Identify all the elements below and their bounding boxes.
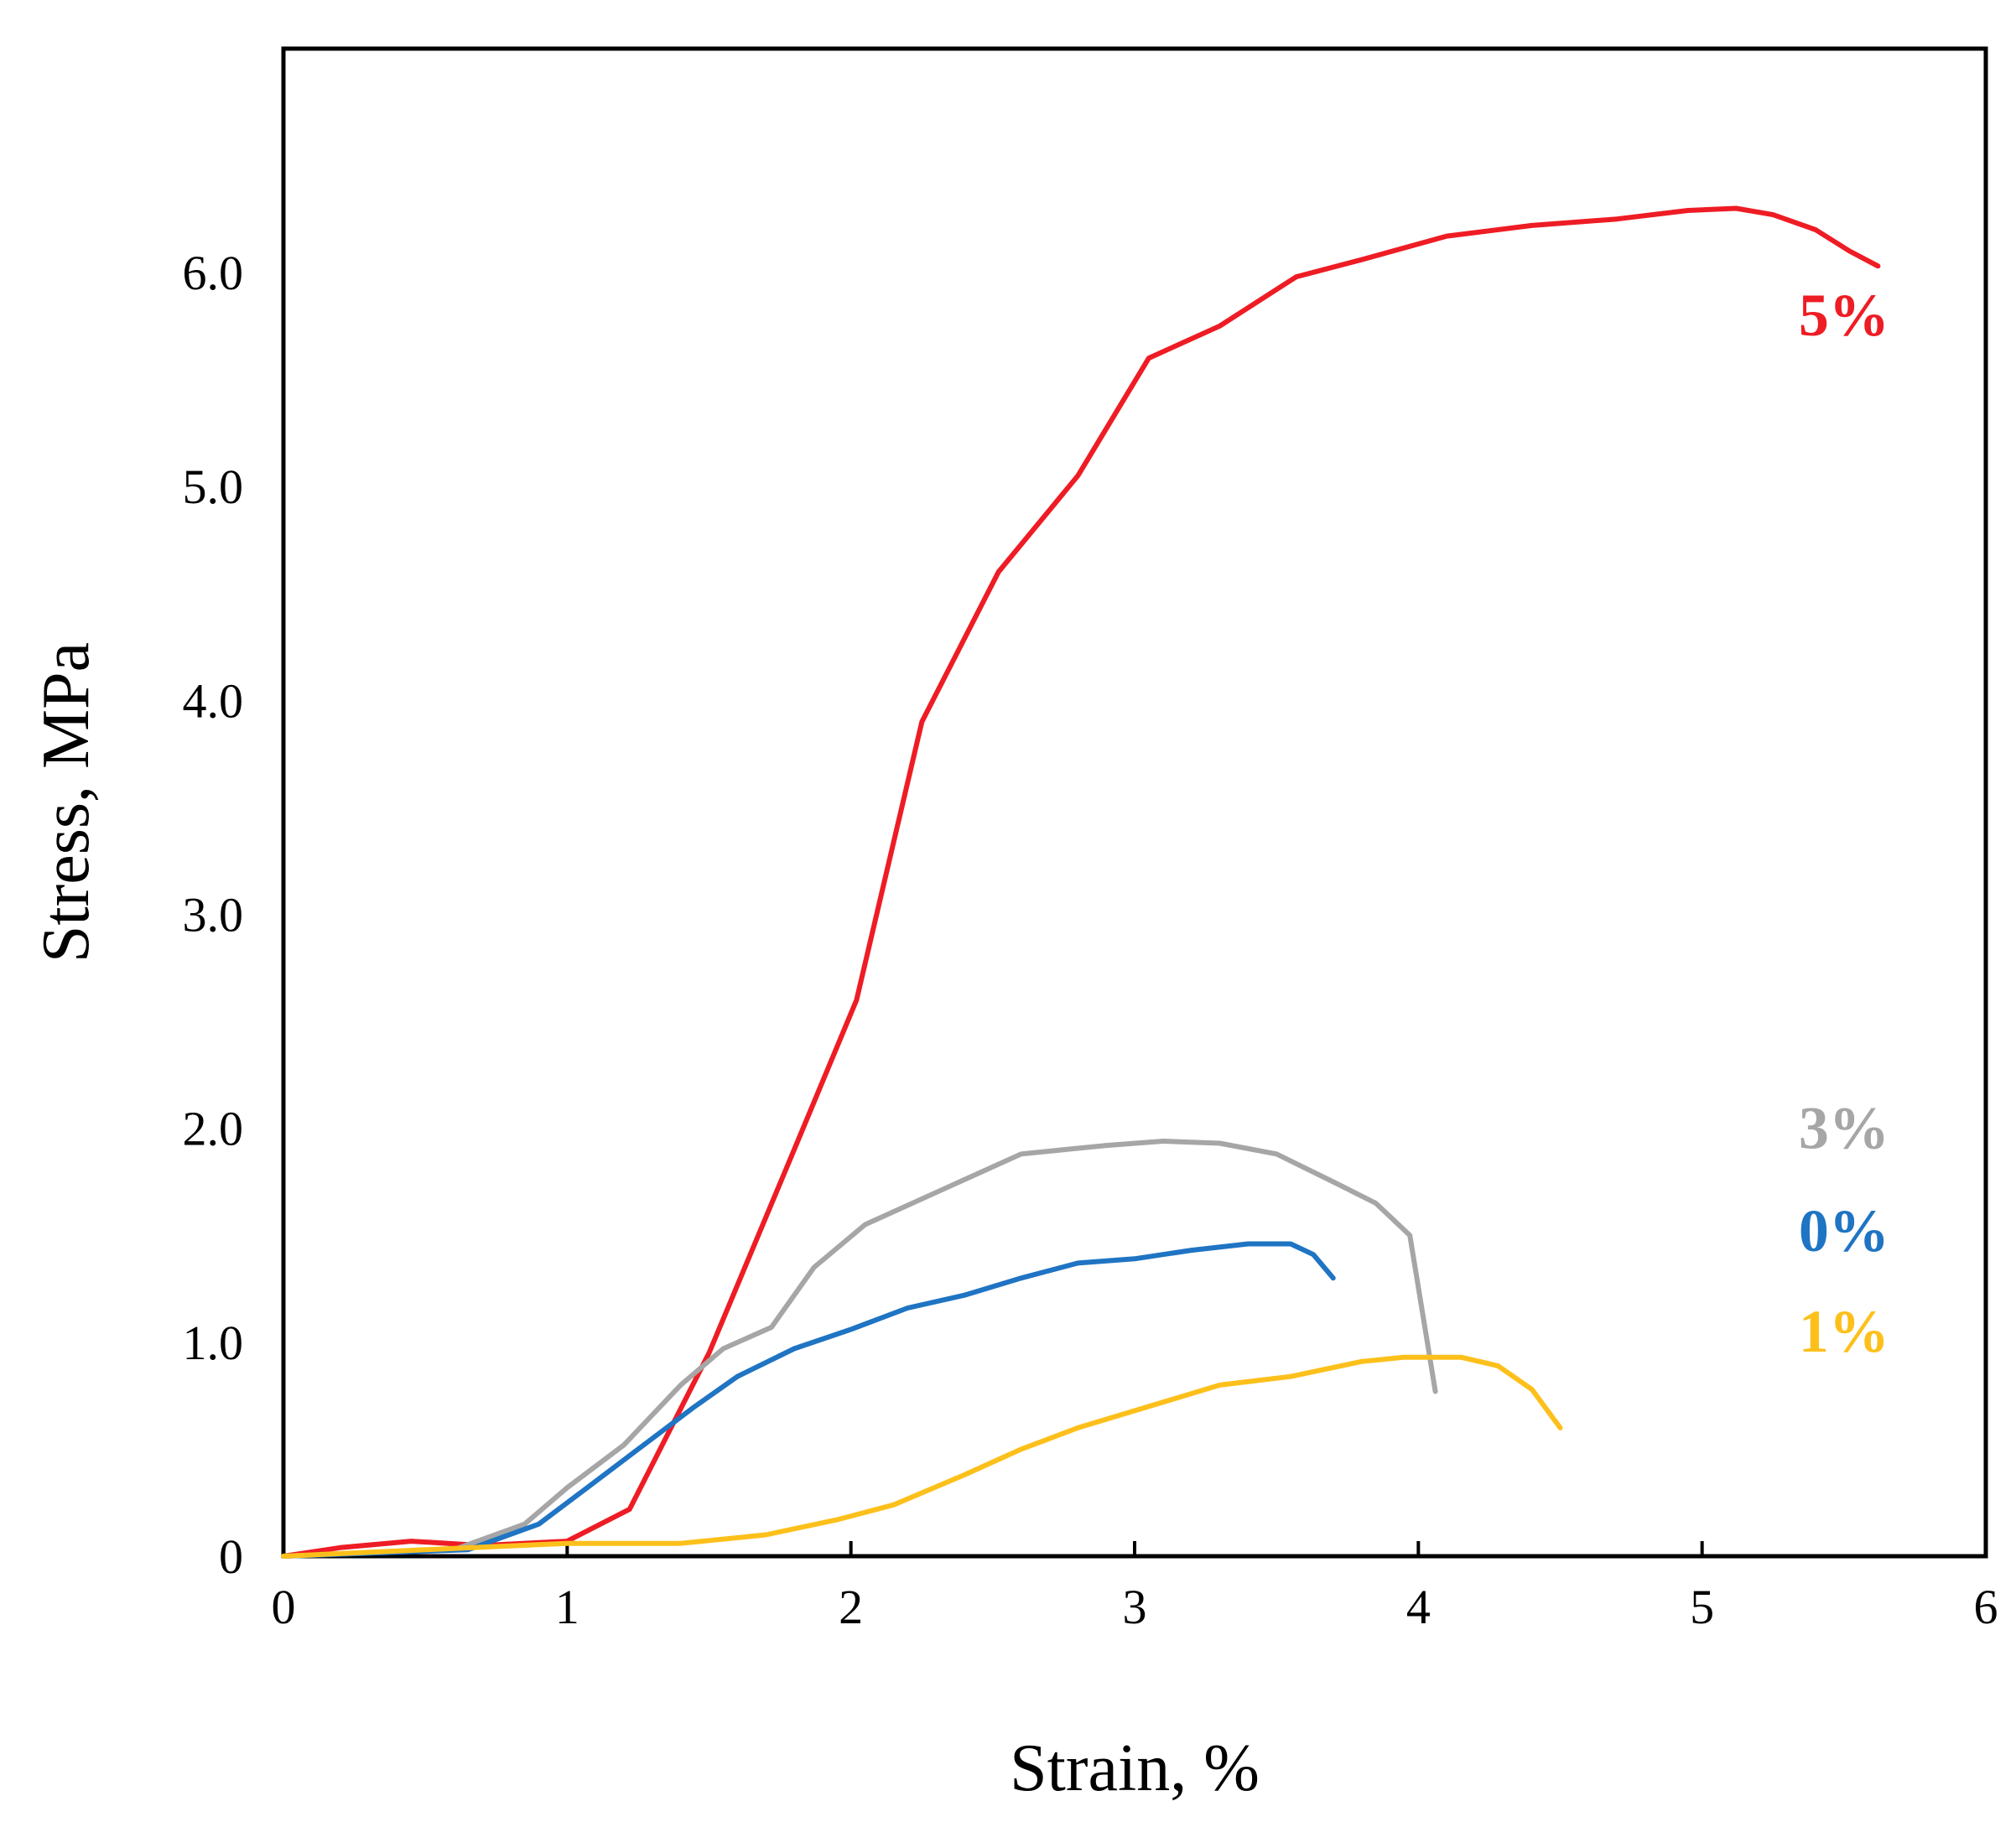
x-tick-label: 3 <box>1123 1580 1147 1634</box>
x-axis-title: Strain, % <box>1010 1731 1260 1805</box>
x-tick-label: 6 <box>1974 1580 1998 1634</box>
y-tick-label: 3.0 <box>183 888 244 942</box>
y-tick-label: 2.0 <box>183 1102 244 1156</box>
y-tick-label: 5.0 <box>183 459 244 514</box>
series-line-5pct <box>281 205 1881 1559</box>
y-tick-label: 1.0 <box>183 1316 244 1370</box>
x-tick-label: 0 <box>272 1580 296 1634</box>
series-label-1pct: 1% <box>1799 1298 1889 1365</box>
series-label-0pct: 0% <box>1799 1197 1889 1264</box>
x-tick-label: 2 <box>839 1580 863 1634</box>
x-tick-label: 1 <box>555 1580 579 1634</box>
y-axis-title: Stress, MPa <box>29 642 103 963</box>
series-line-1pct <box>281 1354 1563 1559</box>
y-tick-label: 6.0 <box>183 246 244 300</box>
plot-frame <box>281 46 1988 1559</box>
series-labels: 5% 3% 0% 1% <box>1799 282 1889 1365</box>
series-label-3pct: 3% <box>1799 1095 1889 1162</box>
series-line-0pct <box>281 1241 1336 1559</box>
y-tick-label: 0 <box>219 1529 243 1584</box>
x-tick-label: 4 <box>1406 1580 1431 1634</box>
series-line-3pct <box>281 1139 1438 1559</box>
series-label-5pct: 5% <box>1799 282 1889 349</box>
series-lines <box>281 205 1881 1559</box>
x-tick-label: 5 <box>1690 1580 1714 1634</box>
y-tick-label: 4.0 <box>183 673 244 728</box>
axis-ticks: 0 1 2 3 4 5 6 0 1.0 2.0 3.0 4.0 5.0 6.0 <box>183 246 1998 1634</box>
